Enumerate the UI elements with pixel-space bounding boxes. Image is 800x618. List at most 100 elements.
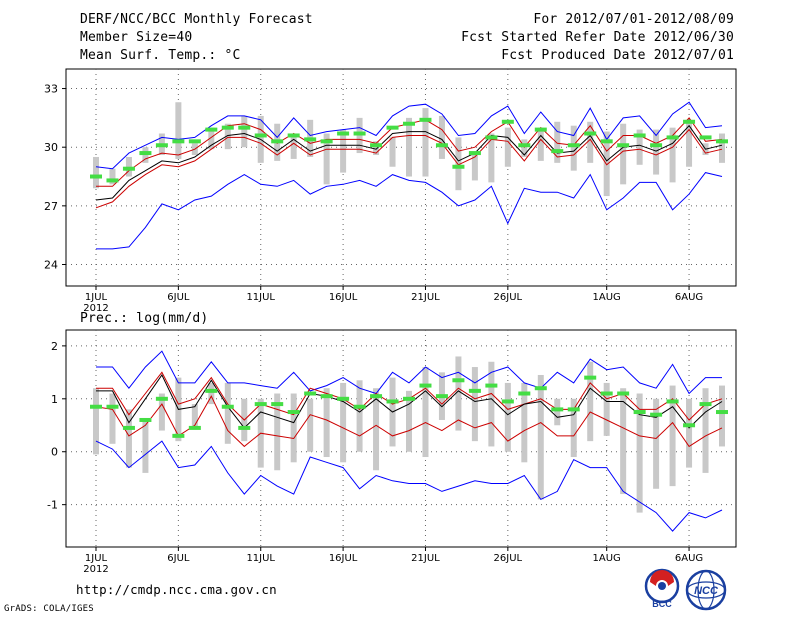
precip-year-label: 2012	[83, 564, 108, 575]
temp-spread-bar-29	[570, 125, 577, 171]
temp-mean-line	[95, 124, 723, 201]
forecast-range: For 2012/07/01-2012/08/09	[533, 12, 734, 27]
temp-observed-marker-0	[90, 174, 102, 179]
precip-spread-bar-2	[125, 409, 132, 468]
temp-observed-marker-10	[254, 133, 267, 138]
precip-observed-marker-34	[650, 412, 663, 417]
temp-spread-bar-26	[521, 139, 528, 157]
temp-ytick-label-2: 30	[44, 141, 58, 154]
precip-observed-marker-9	[238, 425, 251, 430]
temp-observed-marker-13	[304, 137, 317, 142]
temp-observed-marker-32	[617, 143, 630, 148]
chart-title: DERF/NCC/BCC Monthly Forecast	[80, 12, 313, 27]
temp-spread-bar-27	[537, 127, 544, 161]
temp-xtick-label-5: 26JUL	[494, 292, 523, 303]
bcc-logo-text: BCC	[652, 599, 672, 608]
member-size: Member Size=40	[80, 30, 193, 45]
temp-spread-bar-23	[471, 155, 478, 181]
ncc-logo-orbit2-icon	[697, 570, 715, 610]
precip-observed-marker-7	[205, 388, 218, 393]
temp-observed-marker-20	[419, 117, 432, 122]
temp-observed-marker-14	[320, 139, 333, 144]
temp-xtick-label-6: 1AUG	[593, 292, 621, 303]
temp-observed-marker-27	[534, 127, 547, 132]
grads-credit: GrADS: COLA/IGES	[4, 604, 94, 614]
temp-observed-marker-26	[518, 143, 531, 148]
precip-observed-marker-0	[90, 404, 102, 409]
temp-observed-marker-1	[106, 178, 119, 183]
temp-spread-bar-0	[93, 156, 99, 189]
precip-plot-frame	[65, 329, 737, 548]
fcst-produced-date: Fcst Produced Date 2012/07/01	[501, 48, 734, 63]
temp-ytick-label-1: 27	[44, 200, 58, 213]
precip-observed-marker-8	[221, 404, 234, 409]
precip-observed-marker-6	[188, 425, 201, 430]
temp-observed-marker-37	[699, 135, 712, 140]
temp-observed-marker-29	[567, 143, 580, 148]
precip-spread-bar-25	[504, 382, 511, 452]
temp-plot-frame	[65, 68, 737, 287]
precip-max-line	[96, 350, 722, 395]
temp-spread-bar-7	[208, 127, 215, 150]
temp-year-label: 2012	[83, 303, 108, 314]
temp-max-line	[95, 101, 723, 170]
precip-spread-bar-14	[323, 388, 330, 458]
temp-spread-bar-33	[636, 129, 643, 165]
temp-spread-bar-19	[406, 117, 412, 177]
temp-observed-marker-17	[370, 143, 383, 148]
temperature-panel: 24 27 30 33 1JUL 6JUL 11JUL 16JUL 21JUL 26JUL 1AUG…	[44, 68, 737, 314]
precip-xtick-label-7: 6AUG	[675, 553, 703, 564]
precip-observed-marker-23	[468, 388, 481, 393]
temp-spread-bar-36	[686, 121, 693, 167]
temp-spread-bar-20	[422, 108, 429, 177]
temp-spread-bar-24	[488, 133, 495, 183]
temp-xtick-label-3: 16JUL	[329, 292, 358, 303]
precip-spread-bar-27	[537, 374, 544, 500]
bcc-logo: BCC	[642, 568, 682, 609]
temp-spread-bar-31	[603, 131, 610, 197]
temp-observed-marker-2	[122, 166, 135, 171]
temp-xtick-label-2: 11JUL	[246, 292, 275, 303]
precip-spread-bar-6	[191, 404, 198, 428]
temp-observed-marker-25	[501, 119, 514, 124]
precip-observed-marker-19	[403, 396, 415, 401]
precip-spread-bar-30	[587, 361, 594, 442]
temp-spread-bar-25	[504, 127, 511, 167]
precip-observed-marker-4	[155, 396, 168, 401]
precip-xtick-label-5: 26JUL	[494, 553, 523, 564]
precip-observed-marker-10	[254, 402, 267, 407]
precip-spread-bar-17	[373, 388, 380, 471]
precip-observed-marker-31	[600, 391, 613, 396]
temp-spread-bar-35	[669, 127, 676, 183]
precip-spread-bar-12	[290, 393, 297, 463]
precip-spread-bar-1	[109, 393, 116, 444]
temp-spread-bar-12	[290, 133, 297, 159]
source-url[interactable]: http://cmdp.ncc.cma.gov.cn	[76, 582, 277, 597]
precip-observed-marker-2	[122, 425, 135, 430]
temp-observed-marker-24	[485, 135, 498, 140]
temp-spread-bar-18	[389, 137, 396, 167]
precip-observed-marker-12	[287, 410, 300, 415]
temp-spread-bar-34	[653, 129, 660, 175]
precip-spread-bar-3	[142, 419, 149, 473]
precip-observed-marker-21	[435, 394, 448, 399]
temp-observed-marker-19	[403, 121, 415, 126]
precip-spread-bar-31	[603, 382, 610, 436]
precip-spread-bar-28	[554, 398, 561, 426]
precip-spread-bar-8	[224, 382, 231, 444]
temp-observed-marker-11	[271, 139, 284, 144]
precip-spread-bar-0	[93, 388, 99, 455]
precip-label: Prec.: log(mm/d)	[80, 311, 209, 326]
precip-xtick-label-3: 16JUL	[329, 553, 358, 564]
temp-spread-bar-22	[455, 137, 462, 191]
precip-spread-bar-20	[422, 367, 429, 458]
temp-observed-marker-22	[452, 164, 465, 169]
precip-xtick-label-4: 21JUL	[411, 553, 440, 564]
precip-observed-marker-35	[666, 399, 679, 404]
temp-observed-marker-3	[139, 151, 152, 156]
precip-observed-marker-20	[419, 383, 432, 388]
precip-min-line	[95, 440, 723, 532]
temp-xtick-label-1: 6JUL	[167, 292, 190, 303]
precip-observed-marker-24	[485, 383, 498, 388]
